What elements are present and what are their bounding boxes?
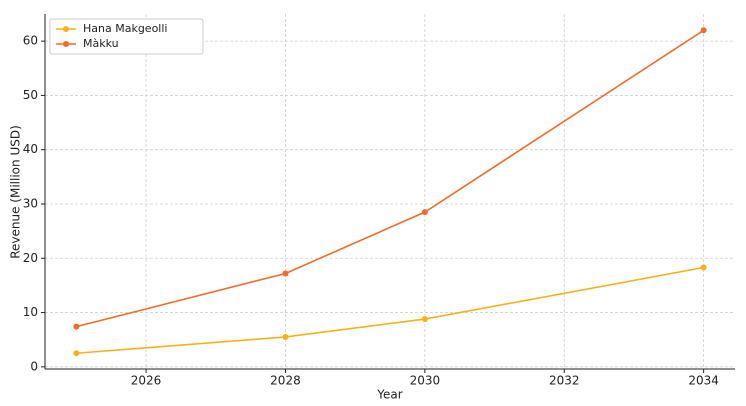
y-tick-label: 50 [23,88,38,102]
legend-label: Màkku [83,37,119,50]
legend-box [49,18,204,55]
x-tick-label: 2026 [131,374,162,388]
data-point [700,27,707,34]
y-tick-label: 10 [23,305,38,319]
legend-marker [63,41,69,47]
y-tick-label: 60 [23,34,38,48]
data-point [700,264,707,271]
x-axis-label: Year [376,388,402,402]
data-point [421,209,428,216]
x-tick-label: 2032 [549,374,580,388]
legend-marker [63,26,69,32]
y-tick-label: 30 [23,196,38,210]
y-tick-label: 0 [30,359,38,373]
x-tick-label: 2028 [270,374,301,388]
y-tick-label: 40 [23,142,38,156]
data-point [73,323,80,330]
x-tick-label: 2034 [688,374,719,388]
data-point [73,350,80,357]
x-tick-label: 2030 [410,374,441,388]
legend-label: Hana Makgeolli [83,22,167,35]
y-tick-label: 20 [23,251,38,265]
data-point [421,316,428,323]
data-point [282,333,289,340]
series-line [76,266,704,355]
series-line [76,29,705,328]
data-point [282,270,289,277]
y-axis-label: Revenue (Million USD) [9,125,23,259]
